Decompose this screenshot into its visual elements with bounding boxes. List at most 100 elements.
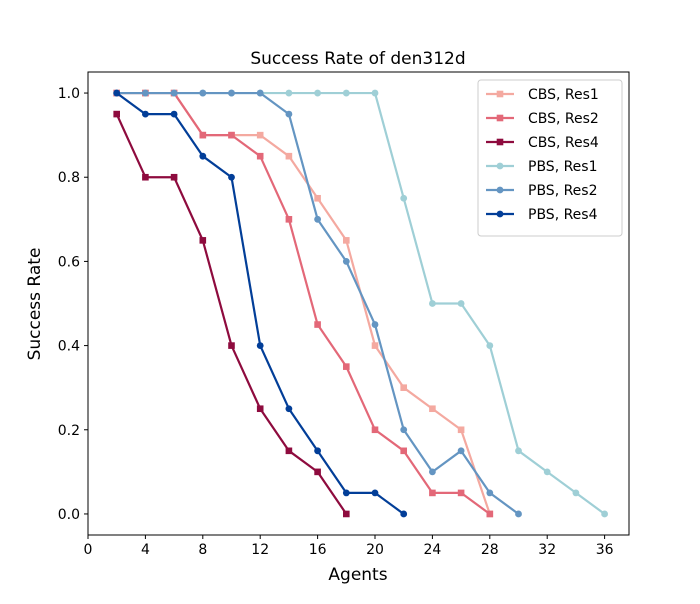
data-point [314,89,322,97]
data-point [228,173,235,181]
data-point [285,152,293,160]
y-tick-label: 0.0 [58,507,80,523]
data-point [113,89,121,97]
data-point [142,89,149,97]
data-point [256,342,264,349]
data-point [256,405,264,413]
data-point [228,342,235,349]
data-point [457,300,465,307]
legend: CBS, Res1 CBS, Res2 CBS, Res4 PBS, Res1 PBS,… [477,79,623,237]
data-point [457,426,465,434]
legend-marker [496,90,504,98]
legend-item: PBS, Res1 [486,159,598,175]
axis-ticks: 0 4 8 12 16 20 24 28 32 36 0.0 0.2 0.4 0.6 0.8 1.0 [58,86,614,558]
data-point [343,510,350,518]
legend-label: CBS, Res1 [528,87,599,103]
data-point [170,173,178,181]
data-point [285,110,293,118]
data-point [256,131,264,139]
data-point [343,237,350,244]
legend-item: CBS, Res2 [486,111,599,127]
x-axis-label: Agents [328,565,387,585]
y-tick-label: 0.6 [58,254,80,270]
data-point [314,215,322,223]
legend-marker [496,162,504,170]
x-tick-label: 8 [198,542,207,558]
data-point [228,131,235,139]
legend-label: CBS, Res2 [528,111,599,127]
data-point [142,110,149,118]
data-point [572,489,580,497]
data-point [285,447,293,455]
legend-item: CBS, Res4 [486,135,599,151]
x-tick-label: 12 [251,542,269,558]
series-5 [113,89,522,518]
data-point [314,468,321,476]
series-6 [113,89,408,518]
y-tick-label: 0.2 [58,423,80,439]
data-point [371,89,379,97]
legend-marker [496,114,504,122]
data-point [400,447,408,455]
legend-marker [496,210,504,218]
data-point [199,89,207,97]
x-tick-label: 32 [538,542,556,558]
data-point [429,468,436,476]
x-tick-label: 28 [481,542,499,558]
data-point [314,194,321,202]
legend-label: CBS, Res4 [528,135,599,151]
data-point [486,342,494,349]
data-point [371,342,379,349]
data-point [285,216,293,223]
data-point [228,89,235,97]
data-point [343,363,350,370]
data-point [457,447,465,455]
data-point [142,173,149,181]
x-tick-label: 16 [309,542,327,558]
data-point [199,131,207,139]
y-tick-label: 1.0 [58,86,80,102]
data-point [342,258,350,265]
data-point [371,321,379,328]
data-point [285,89,293,97]
x-tick-label: 0 [84,542,93,558]
series-line [116,91,491,515]
data-point [601,510,609,518]
series-2 [113,89,494,518]
legend-item: PBS, Res4 [486,207,598,223]
data-point [400,194,408,202]
data-point [457,489,465,497]
x-tick-label: 4 [141,542,150,558]
plot-area [113,89,609,518]
data-point [199,237,207,244]
data-point [400,510,408,518]
legend-item: CBS, Res1 [486,87,599,103]
axes-frame [87,71,630,536]
data-point [199,152,207,160]
data-point [400,426,408,434]
data-point [256,152,264,160]
data-point [342,489,350,497]
chart-title: Success Rate of den312d [250,49,465,69]
legend-marker [496,138,504,146]
y-tick-label: 0.8 [58,170,80,186]
data-point [342,89,350,97]
data-point [113,110,121,118]
x-tick-label: 36 [596,542,614,558]
legend-label: PBS, Res4 [528,207,598,223]
data-point [486,510,494,518]
x-tick-label: 24 [423,542,441,558]
y-tick-label: 0.4 [58,339,80,355]
data-point [285,405,293,413]
data-point [429,300,436,307]
y-axis-label: Success Rate [25,248,45,361]
data-point [429,405,436,413]
legend-marker [496,186,504,194]
data-point [515,510,522,518]
x-tick-label: 20 [366,542,384,558]
data-point [256,89,264,97]
data-point [371,426,379,434]
data-point [314,321,321,328]
